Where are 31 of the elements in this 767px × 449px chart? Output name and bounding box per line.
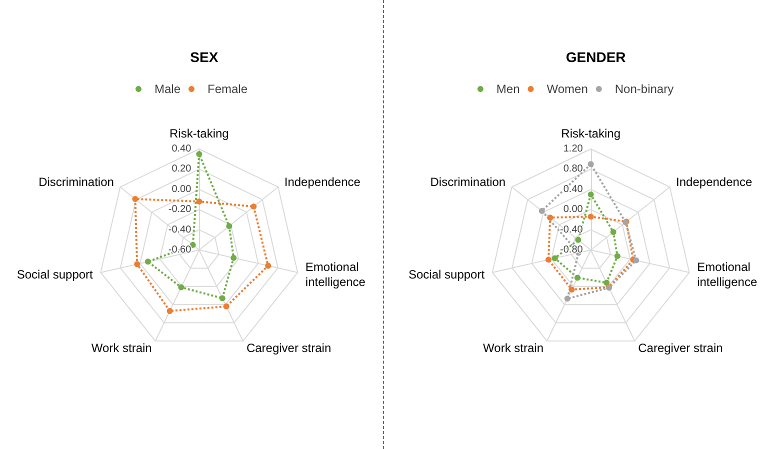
spoke-label: Emotional intelligence bbox=[697, 260, 758, 289]
spoke-label: Caregiver strain bbox=[638, 341, 723, 356]
legend-label: Women bbox=[546, 82, 588, 96]
spoke-label: Social support bbox=[16, 267, 94, 282]
y-tick-label: 0.00 bbox=[172, 184, 192, 195]
spoke-label: Independence bbox=[284, 175, 361, 190]
y-tick-label: 0.40 bbox=[172, 144, 192, 154]
y-tick-label: -0.40 bbox=[168, 224, 192, 236]
spoke-label: Risk-taking bbox=[169, 126, 229, 140]
spoke-label: Work strain bbox=[483, 341, 544, 356]
spoke-label: Independence bbox=[676, 175, 752, 190]
spoke-label: Emotional intelligence bbox=[305, 260, 366, 289]
legend-label: Non-binary bbox=[614, 82, 674, 96]
chart-title: SEX bbox=[190, 49, 219, 65]
spoke-label: Risk-taking bbox=[561, 126, 620, 140]
spoke-label: Discrimination bbox=[38, 175, 114, 190]
legend-label: Men bbox=[496, 82, 520, 96]
spoke-label: Discrimination bbox=[430, 175, 506, 190]
y-tick-label: 1.20 bbox=[563, 144, 584, 154]
y-tick-label: -0.20 bbox=[168, 204, 192, 216]
y-tick-label: 0.20 bbox=[172, 164, 192, 175]
legend-label: Male bbox=[154, 82, 181, 96]
y-tick-label: 0.80 bbox=[563, 164, 584, 175]
spoke-label: Social support bbox=[408, 267, 486, 282]
spoke-label: Caregiver strain bbox=[246, 341, 332, 356]
legend-label: Female bbox=[208, 82, 248, 96]
y-tick-label: 0.40 bbox=[563, 184, 584, 195]
chart-title: GENDER bbox=[566, 49, 626, 65]
y-tick-label: -0.40 bbox=[560, 224, 584, 236]
y-tick-label: 0.00 bbox=[563, 204, 584, 216]
spoke-label: Work strain bbox=[91, 341, 152, 356]
